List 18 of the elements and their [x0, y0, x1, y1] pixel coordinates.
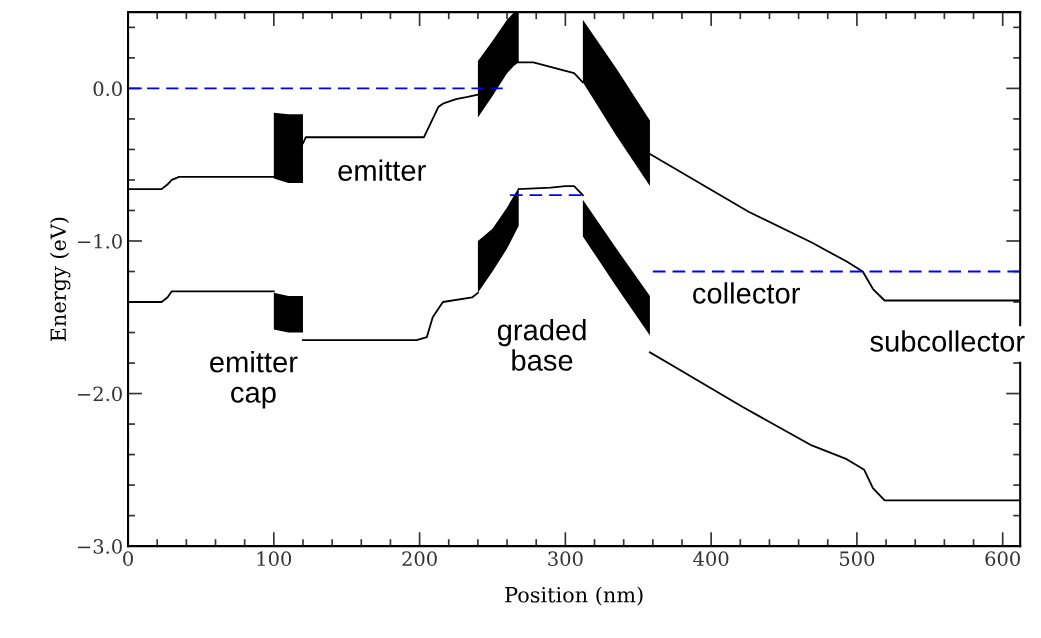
annotation: emitter — [338, 159, 426, 181]
x-tick-label: 100 — [257, 551, 292, 567]
y-tick-label: −2.0 — [78, 386, 122, 402]
x-axis-title: Position (nm) — [505, 586, 643, 606]
annotation: collector — [693, 282, 800, 304]
x-tick-label: 500 — [840, 551, 875, 567]
annotation: subcollector — [870, 330, 1025, 352]
y-tick-label: −1.0 — [78, 233, 122, 249]
x-tick-label: 600 — [985, 551, 1020, 567]
y-tick-label: −3.0 — [78, 539, 122, 554]
x-tick-label: 300 — [548, 551, 583, 567]
annotation: graded base — [497, 319, 586, 371]
x-tick-label: 200 — [402, 551, 437, 567]
annotation: emitter cap — [210, 351, 298, 409]
x-tick-label: 0 — [123, 551, 133, 567]
y-tick-label: 0.0 — [93, 81, 122, 97]
y-axis-title: Energy (eV) — [49, 217, 71, 342]
x-tick-label: 400 — [693, 551, 729, 567]
